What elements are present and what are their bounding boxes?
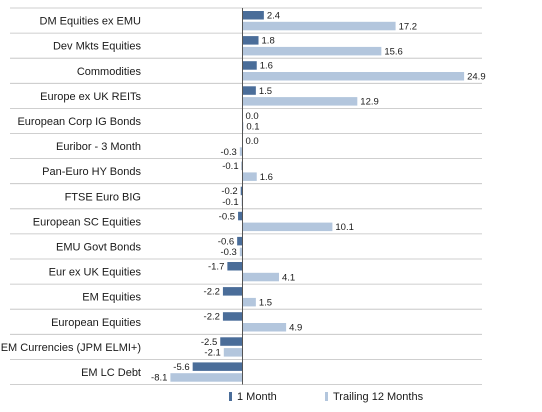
category-label-em-equities: EM Equities: [82, 292, 141, 304]
value-label-1-month-pan-euro-hy-bonds: -0.1: [222, 161, 238, 172]
bar-1-month-dm-equities-ex-emu: [242, 11, 264, 20]
bar-trailing-12-months-european-equities: [242, 323, 287, 332]
value-label-1-month-em-currencies-jpm-elmi: -2.5: [201, 337, 217, 348]
value-label-trailing-12-months-pan-euro-hy-bonds: 1.6: [260, 172, 273, 183]
category-label-european-equities: European Equities: [51, 317, 141, 329]
category-label-dm-equities-ex-emu: DM Equities ex EMU: [40, 16, 142, 28]
value-label-1-month-dm-equities-ex-emu: 2.4: [267, 11, 280, 22]
value-label-1-month-em-equities: -2.2: [204, 287, 220, 298]
bar-1-month-em-equities: [222, 287, 243, 296]
bar-trailing-12-months-em-currencies-jpm-elmi: [223, 348, 243, 357]
legend-swatch-1-month: [229, 392, 232, 401]
value-label-trailing-12-months-ftse-euro-big: -0.1: [222, 197, 238, 208]
bar-trailing-12-months-em-equities: [242, 297, 256, 307]
legend: 1 Month Trailing 12 Months: [229, 391, 424, 403]
bar-1-month-emu-govt-bonds: [237, 236, 243, 246]
value-label-1-month-eur-ex-uk-equities: -1.7: [208, 262, 224, 273]
bar-trailing-12-months-pan-euro-hy-bonds: [242, 172, 257, 181]
value-label-1-month-european-corp-ig-bonds: 0.0: [246, 111, 259, 122]
bar-1-month-eur-ex-uk-equities: [227, 262, 243, 271]
value-label-trailing-12-months-european-equities: 4.9: [289, 323, 302, 334]
value-label-trailing-12-months-european-sc-equities: 10.1: [335, 222, 354, 233]
category-label-euribor-3-month: Euribor - 3 Month: [56, 141, 141, 153]
value-label-1-month-emu-govt-bonds: -0.6: [218, 236, 234, 247]
value-label-1-month-commodities: 1.6: [260, 61, 273, 72]
category-label-emu-govt-bonds: EMU Govt Bonds: [56, 241, 141, 253]
value-label-1-month-european-equities: -2.2: [204, 312, 220, 323]
legend-swatch-trailing-12-months: [325, 392, 328, 401]
bar-1-month-commodities: [242, 61, 257, 70]
value-label-1-month-european-sc-equities: -0.5: [219, 211, 235, 222]
bar-1-month-em-lc-debt: [192, 362, 243, 371]
bar-trailing-12-months-commodities: [242, 72, 465, 81]
value-label-trailing-12-months-em-currencies-jpm-elmi: -2.1: [204, 348, 220, 359]
bar-trailing-12-months-dev-mkts-equities: [242, 46, 382, 56]
bar-trailing-12-months-europe-ex-uk-reits: [242, 97, 358, 106]
bar-1-month-european-sc-equities: [238, 211, 243, 221]
category-label-ftse-euro-big: FTSE Euro BIG: [65, 191, 141, 203]
category-label-european-corp-ig-bonds: European Corp IG Bonds: [17, 116, 141, 128]
value-label-1-month-europe-ex-uk-reits: 1.5: [259, 86, 272, 97]
category-labels: DM Equities ex EMU Dev Mkts Equities Commo…: [1, 16, 142, 379]
value-label-trailing-12-months-european-corp-ig-bonds: 0.1: [246, 122, 259, 133]
legend-label-1-month: 1 Month: [237, 391, 277, 403]
row-separators: [10, 7, 482, 385]
value-label-trailing-12-months-euribor-3-month: -0.3: [220, 147, 236, 158]
bar-1-month-europe-ex-uk-reits: [242, 86, 256, 95]
category-label-em-currencies-jpm-elmi: EM Currencies (JPM ELMI+): [1, 342, 141, 354]
bar-1-month-ftse-euro-big: [240, 186, 243, 196]
value-label-trailing-12-months-emu-govt-bonds: -0.3: [220, 247, 236, 258]
bar-trailing-12-months-european-sc-equities: [242, 222, 333, 232]
category-label-europe-ex-uk-reits: Europe ex UK REITs: [40, 91, 141, 103]
bar-trailing-12-months-dm-equities-ex-emu: [242, 21, 396, 31]
value-label-trailing-12-months-em-lc-debt: -8.1: [151, 373, 167, 384]
bar-trailing-12-months-em-lc-debt: [170, 373, 243, 382]
category-label-eur-ex-uk-equities: Eur ex UK Equities: [49, 267, 142, 279]
bar-1-month-european-equities: [222, 312, 243, 321]
value-label-trailing-12-months-em-equities: 1.5: [259, 297, 272, 308]
value-labels: 2.417.21.815.61.624.91.512.90.00.10.0-0.…: [151, 11, 486, 384]
value-label-trailing-12-months-eur-ex-uk-equities: 4.1: [282, 272, 295, 283]
bar-trailing-12-months-emu-govt-bonds: [239, 247, 243, 257]
value-label-trailing-12-months-dev-mkts-equities: 15.6: [384, 46, 403, 57]
value-label-1-month-dev-mkts-equities: 1.8: [262, 36, 275, 47]
value-label-trailing-12-months-dm-equities-ex-emu: 17.2: [399, 21, 418, 32]
value-label-1-month-em-lc-debt: -5.6: [173, 362, 189, 373]
bars: [170, 11, 465, 382]
bar-1-month-dev-mkts-equities: [242, 36, 259, 45]
legend-label-trailing-12-months: Trailing 12 Months: [333, 391, 424, 403]
category-label-european-sc-equities: European SC Equities: [33, 216, 142, 228]
value-label-trailing-12-months-europe-ex-uk-reits: 12.9: [360, 97, 379, 108]
value-label-1-month-euribor-3-month: 0.0: [246, 136, 259, 147]
value-label-1-month-ftse-euro-big: -0.2: [221, 186, 237, 197]
category-label-commodities: Commodities: [77, 66, 142, 78]
category-label-em-lc-debt: EM LC Debt: [81, 367, 141, 379]
bar-1-month-em-currencies-jpm-elmi: [220, 337, 243, 346]
category-label-pan-euro-hy-bonds: Pan-Euro HY Bonds: [42, 166, 141, 178]
value-label-trailing-12-months-commodities: 24.9: [467, 72, 486, 83]
bar-trailing-12-months-euribor-3-month: [239, 147, 243, 156]
category-label-dev-mkts-equities: Dev Mkts Equities: [53, 41, 142, 53]
bar-trailing-12-months-eur-ex-uk-equities: [242, 272, 279, 282]
